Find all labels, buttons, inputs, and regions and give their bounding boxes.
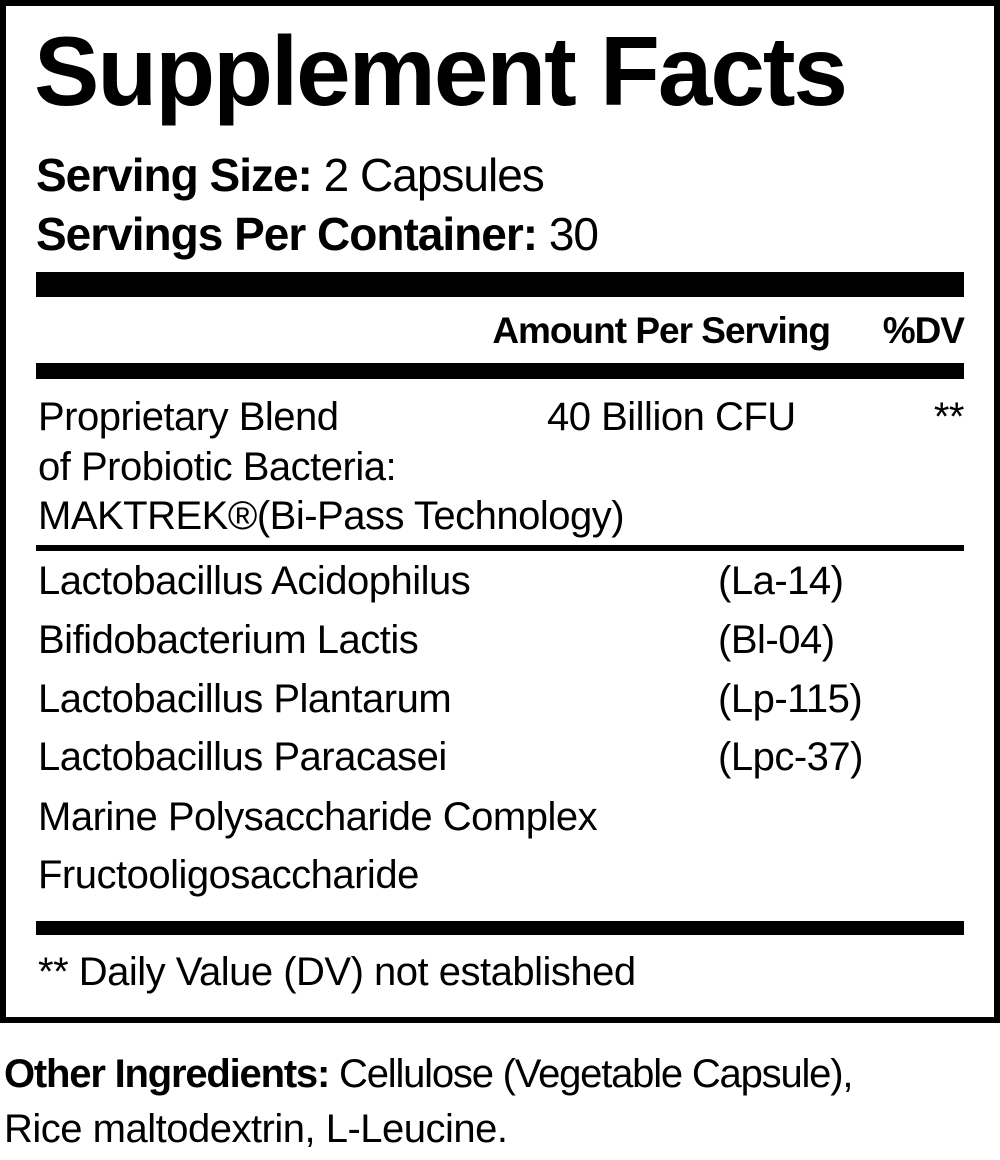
thin-divider (36, 545, 964, 551)
dv-header: %DV (882, 310, 965, 351)
ingredient-name: Bifidobacterium Lactis (38, 618, 419, 662)
ingredient-strain: (Lp-115) (718, 677, 863, 721)
ingredient-strain: (Lpc-37) (718, 735, 863, 779)
supplement-facts-panel (0, 0, 1000, 1023)
other-ingredients-line-1: Other Ingredients: Cellulose (Vegetable … (4, 1052, 853, 1096)
blend-line-1: Proprietary Blend (38, 395, 339, 439)
footnote: ** Daily Value (DV) not established (38, 950, 636, 994)
thick-divider (36, 272, 964, 297)
other-ingredients-line-2: Rice maltodextrin, L-Leucine. (4, 1107, 508, 1151)
ingredient-name: Marine Polysaccharide Complex (38, 795, 598, 839)
blend-amount: 40 Billion CFU (547, 395, 796, 439)
panel-title: Supplement Facts (34, 16, 848, 126)
blend-line-3: MAKTREK®(Bi-Pass Technology) (38, 494, 625, 538)
serving-size-label: Serving Size: (36, 149, 313, 201)
blend-line-2: of Probiotic Bacteria: (38, 445, 397, 489)
ingredient-name: Lactobacillus Acidophilus (38, 559, 471, 603)
ingredient-name: Lactobacillus Plantarum (38, 677, 452, 721)
ingredient-strain: (Bl-04) (718, 618, 835, 662)
other-ingredients-text-1: Cellulose (Vegetable Capsule), (339, 1052, 853, 1096)
serving-size: Serving Size: 2 Capsules (36, 149, 545, 201)
ingredient-strain: (La-14) (718, 559, 844, 603)
blend-dv: ** (933, 395, 965, 439)
ingredient-name: Lactobacillus Paracasei (38, 735, 447, 779)
servings-per-container-value: 30 (548, 208, 599, 260)
other-ingredients-label: Other Ingredients: (4, 1052, 330, 1096)
servings-per-container-label: Servings Per Container: (36, 208, 538, 260)
medium-divider (36, 363, 964, 379)
ingredient-name: Fructooligosaccharide (38, 853, 419, 897)
serving-size-value: 2 Capsules (323, 149, 545, 201)
bottom-divider (36, 921, 964, 935)
amount-per-serving-header: Amount Per Serving (492, 310, 831, 351)
servings-per-container: Servings Per Container: 30 (36, 208, 599, 260)
